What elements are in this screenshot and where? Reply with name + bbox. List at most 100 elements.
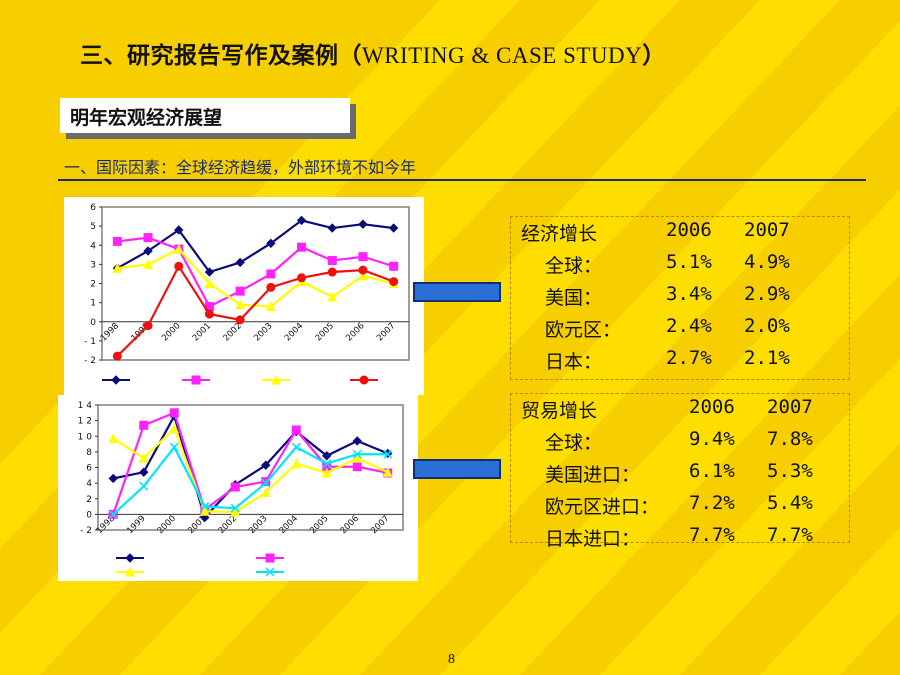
y-tick-label: 4 [90, 241, 96, 251]
data-point [143, 321, 153, 331]
marker-stroke [383, 449, 393, 459]
data-point [389, 277, 399, 287]
data-point [260, 487, 271, 497]
growth-row-2006: 5.1% [666, 251, 712, 273]
y-tick-label: 2 [86, 495, 92, 505]
legend-entry: □ □ [182, 375, 234, 386]
data-point [143, 259, 153, 269]
legend-marker [111, 375, 121, 385]
data-point [296, 215, 307, 226]
data-point [266, 269, 276, 279]
legend-entry: □ □ □ [262, 374, 325, 386]
data-point [112, 236, 122, 246]
data-point [169, 442, 179, 452]
data-point [327, 223, 337, 233]
data-point [352, 436, 362, 446]
subtitle-box: 明年宏观经济展望 [60, 98, 350, 133]
data-point [169, 423, 180, 433]
series-line [112, 426, 389, 514]
data-point [358, 252, 368, 262]
y-tick-label: 1 0 [78, 432, 93, 442]
marker-stroke [261, 478, 271, 488]
growth-row-label: 日本： [545, 351, 603, 373]
series-line [116, 264, 395, 357]
data-point [352, 462, 362, 472]
growth-row-label: 美国： [545, 287, 603, 309]
legend-label: □ □ □ □ [148, 568, 191, 578]
legend-label: □ □ [382, 376, 402, 386]
data-point [112, 263, 123, 273]
legend-entry: □ □ □ □ [256, 553, 331, 564]
series [108, 423, 393, 517]
y-tick-label: - 1 [84, 337, 96, 347]
series [112, 261, 399, 361]
growth-row-2007: 2.9% [744, 283, 790, 305]
legend-label: □ □ □ □ [288, 568, 331, 578]
data-point [174, 261, 184, 271]
data-point [358, 270, 368, 281]
data-point [322, 459, 332, 469]
growth-row-label: 欧元区： [545, 319, 622, 341]
marker-stroke [265, 567, 275, 577]
marker-stroke [230, 503, 240, 513]
y-tick-label: - 2 [80, 526, 92, 536]
growth-row-2006: 3.4% [666, 283, 712, 305]
data-point [139, 481, 149, 491]
data-point [139, 420, 149, 430]
trade-row-label: 美国进口： [545, 464, 641, 486]
growth-header-label: 经济增长 [521, 223, 598, 245]
data-point [235, 286, 245, 296]
legend-entry: □ □ [102, 375, 154, 386]
legend-entry: □ □ [350, 375, 402, 386]
y-tick-label: - 2 [84, 356, 96, 366]
trade-header-label: 贸易增长 [521, 400, 598, 422]
section-heading: 一、国际因素：全球经济趋缓，外部环境不如今年 [64, 158, 417, 177]
trade-row-2006: 7.2% [689, 492, 735, 514]
marker-stroke [291, 442, 301, 452]
trade-row-2007: 5.3% [767, 460, 813, 482]
data-point [235, 315, 245, 325]
series [112, 233, 399, 311]
data-point [266, 282, 276, 292]
trade-row-2007: 7.8% [767, 428, 813, 450]
y-tick-label: 8 [86, 448, 92, 458]
data-point [389, 261, 399, 271]
data-point [297, 273, 307, 283]
legend-marker [125, 553, 135, 563]
data-point [204, 267, 215, 277]
slide-title: 三、研究报告写作及案例（WRITING & CASE STUDY） [80, 36, 666, 70]
legend-marker [359, 375, 369, 385]
marker-stroke [352, 449, 362, 459]
data-point [291, 458, 302, 469]
data-point [358, 219, 368, 229]
trade-row-2006: 9.4% [689, 428, 735, 450]
legend-marker [265, 553, 275, 563]
legend-entry: □ □ □ □ [256, 567, 331, 578]
page-number: 8 [448, 652, 455, 667]
slide-title-en: WRITING & CASE STUDY [362, 43, 643, 68]
trade-row-label: 欧元区进口： [545, 496, 660, 518]
trade-row-2007: 5.4% [767, 492, 813, 514]
data-point [382, 467, 393, 477]
data-point [138, 453, 149, 463]
growth-header-2007: 2007 [744, 219, 790, 241]
data-point [291, 425, 301, 435]
legend-label: □ □ [148, 554, 168, 564]
data-point [266, 301, 276, 311]
y-tick-label: 5 [90, 222, 96, 232]
data-point [108, 509, 118, 519]
data-point [204, 309, 214, 319]
data-point [169, 408, 179, 418]
data-point [297, 242, 307, 252]
legend-entry: □ □ □ □ [116, 566, 191, 578]
series [108, 442, 393, 519]
y-tick-label: 1 2 [78, 417, 92, 427]
trade-table: 贸易增长 2006 2007 全球： 9.4% 7.8% 美国进口： 6.1% … [510, 393, 850, 550]
data-point [199, 506, 210, 516]
data-point [291, 442, 301, 452]
data-point [235, 299, 245, 310]
data-point [174, 225, 184, 235]
